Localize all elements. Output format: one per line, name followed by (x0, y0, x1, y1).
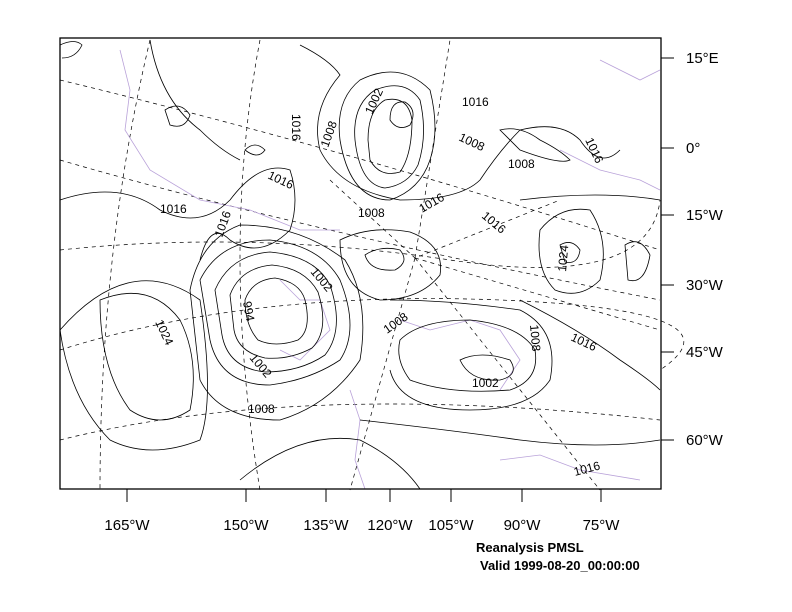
y-tick-label: 0° (686, 140, 700, 157)
y-axis: 15°E 0° 15°W 30°W 45°W 60°W (661, 50, 724, 449)
chart-title: Reanalysis PMSL (476, 540, 584, 555)
contour-label: 1008 (381, 309, 411, 336)
contour-label: 1002 (247, 351, 275, 381)
contour-label: 1016 (572, 458, 602, 479)
y-tick-label: 60°W (686, 432, 724, 449)
contour-label: 1016 (212, 209, 234, 239)
map-grid (59, 39, 685, 491)
contour-label: 1008 (248, 402, 275, 416)
x-tick-label: 165°W (104, 517, 150, 534)
contour-label: 1016 (160, 202, 187, 216)
x-axis: 165°W 150°W 135°W 120°W 105°W 90°W 75°W (104, 489, 620, 534)
contour-label: 1008 (508, 157, 535, 171)
contour-labels: 1016 1002 1016 1008 1008 1016 1016 1016 … (152, 86, 606, 479)
valid-time: Valid 1999-08-20_00:00:00 (480, 558, 640, 573)
contour-label: 1016 (569, 330, 599, 354)
x-tick-label: 120°W (367, 517, 413, 534)
contour-label: 1016 (462, 95, 489, 109)
contour-label: 1008 (457, 130, 487, 154)
contour-label: 1024 (555, 244, 571, 272)
contour-label: 1008 (527, 324, 543, 352)
x-tick-label: 105°W (428, 517, 474, 534)
contour-label: 994 (240, 300, 257, 322)
y-tick-label: 30°W (686, 277, 724, 294)
contour-label: 1016 (289, 114, 303, 141)
contour-label: 1016 (417, 190, 447, 216)
x-tick-label: 135°W (303, 517, 349, 534)
contour-label: 1002 (362, 86, 386, 116)
y-tick-label: 15°E (686, 50, 719, 67)
x-tick-label: 90°W (504, 517, 542, 534)
y-tick-label: 45°W (686, 344, 724, 361)
contour-label: 1024 (152, 317, 176, 347)
y-tick-label: 15°W (686, 207, 724, 224)
contour-label: 1016 (582, 135, 606, 165)
contour-label: 1008 (318, 119, 340, 149)
contour-label: 1008 (358, 206, 385, 220)
contour-label: 1016 (479, 209, 509, 237)
isobars (59, 39, 661, 490)
map-frame (59, 37, 662, 490)
contour-label: 1016 (266, 168, 296, 192)
x-tick-label: 75°W (583, 517, 621, 534)
contour-label: 1002 (472, 376, 499, 390)
x-tick-label: 150°W (223, 517, 269, 534)
